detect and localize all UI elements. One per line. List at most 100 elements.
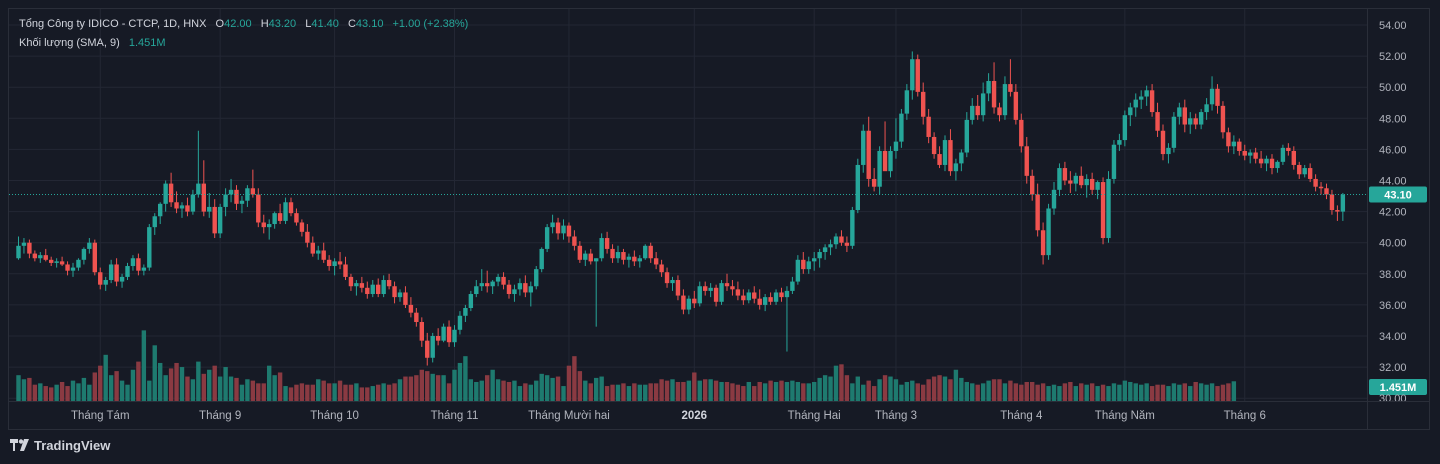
- tradingview-logo-icon: [10, 439, 30, 454]
- candle-body: [348, 276, 354, 287]
- symbol-title[interactable]: Tổng Công ty IDICO - CTCP, 1D, HNX: [19, 18, 207, 30]
- candle-body: [757, 298, 762, 305]
- volume-bar: [801, 383, 806, 401]
- volume-bar: [168, 368, 174, 401]
- candle-body: [980, 93, 986, 116]
- volume-bar: [27, 377, 32, 401]
- volume-bar: [790, 380, 795, 401]
- candle-body: [675, 280, 681, 296]
- volume-bar: [784, 381, 790, 401]
- price-chart[interactable]: 43.10 1.451M 54.00 52.00 50.00 48.00 46.00 44.…: [9, 9, 1429, 429]
- y-tick-label: 30.00: [1379, 393, 1407, 405]
- candle-body: [692, 298, 697, 304]
- axes: 54.00 52.00 50.00 48.00 46.00 44.00 42.00 40.00…: [9, 9, 1429, 429]
- volume-bar: [38, 383, 43, 401]
- volume-bar: [866, 380, 871, 401]
- candle-body: [812, 258, 817, 262]
- candle-body: [953, 163, 959, 172]
- candle-body: [190, 194, 196, 212]
- volume-bar: [108, 375, 114, 401]
- candle-body: [185, 205, 190, 212]
- volume-bar: [119, 380, 125, 401]
- volume-bar: [316, 379, 321, 401]
- y-tick-label: 34.00: [1379, 331, 1407, 343]
- volume-bar: [626, 386, 632, 401]
- volume-bar: [850, 383, 855, 401]
- volume-bar: [1182, 383, 1187, 401]
- candle-body: [228, 189, 234, 195]
- volume-bar: [299, 383, 305, 401]
- volume-bar: [1068, 381, 1073, 401]
- candle-body: [1188, 118, 1193, 125]
- high-label: H: [260, 18, 269, 30]
- volume-bar: [893, 379, 899, 401]
- candle-body: [1106, 178, 1111, 239]
- volume-bar: [288, 387, 294, 401]
- volume-bar: [59, 381, 65, 401]
- volume-bar: [959, 377, 964, 401]
- volume-bar: [463, 356, 468, 401]
- volume-legend[interactable]: Khối lượng (SMA, 9) 1.451M: [19, 37, 168, 49]
- candle-body: [359, 283, 365, 288]
- volume-bar: [697, 380, 702, 401]
- candle-body: [441, 326, 446, 341]
- candle-body: [294, 213, 299, 223]
- last-price-badge: [1369, 186, 1427, 203]
- volume-bar: [692, 372, 697, 401]
- candle-body: [1324, 188, 1329, 195]
- volume-bar: [1204, 384, 1209, 401]
- volume-bar: [190, 379, 196, 401]
- volume-bar: [392, 383, 397, 401]
- candle-body: [1291, 150, 1296, 165]
- candle-body: [921, 91, 926, 117]
- volume-bar: [337, 380, 343, 401]
- volume-indicator-label[interactable]: Khối lượng (SMA, 9): [19, 37, 120, 49]
- volume-bar: [735, 384, 741, 401]
- x-tick-label: 2026: [682, 410, 708, 422]
- candle-body: [599, 238, 604, 259]
- candle-body: [419, 322, 424, 341]
- candle-body: [337, 261, 343, 265]
- volume-bar: [1149, 386, 1155, 401]
- volume-bar: [485, 375, 490, 401]
- candle-body: [648, 245, 653, 259]
- tradingview-branding[interactable]: TradingView: [10, 438, 110, 454]
- volume-bar: [305, 384, 310, 401]
- candle-body: [1002, 84, 1008, 116]
- volume-bar: [1160, 384, 1166, 401]
- candle-body: [1122, 115, 1128, 141]
- candle-body: [730, 286, 735, 290]
- candle-body: [855, 164, 860, 211]
- volume-bar: [921, 384, 926, 401]
- candle-body: [1329, 194, 1335, 211]
- volume-bar: [948, 379, 953, 401]
- candle-body: [463, 308, 468, 316]
- volume-bar: [653, 383, 659, 401]
- x-tick-label: Tháng 3: [875, 410, 917, 422]
- candle-body: [114, 264, 119, 282]
- y-tick-label: 38.00: [1379, 269, 1407, 281]
- candle-body: [501, 276, 506, 285]
- chart-panel[interactable]: 43.10 1.451M 54.00 52.00 50.00 48.00 46.00 44.…: [8, 8, 1430, 430]
- x-tick-label: Tháng Mười hai: [528, 410, 610, 422]
- volume-bar: [103, 354, 108, 401]
- volume-bar: [915, 383, 920, 401]
- volume-bar: [130, 369, 136, 401]
- candle-body: [1340, 194, 1346, 212]
- candle-body: [179, 205, 185, 209]
- volume-bar: [991, 379, 997, 401]
- candle-body: [130, 258, 136, 267]
- volume-bar: [839, 364, 844, 401]
- candle-body: [975, 105, 980, 116]
- candle-body: [168, 183, 174, 203]
- candle-body: [152, 216, 157, 228]
- candle-body: [217, 206, 223, 234]
- volume-bar: [779, 380, 784, 401]
- volume-bar: [1117, 384, 1122, 401]
- volume-bar: [163, 375, 168, 401]
- candle-body: [833, 236, 839, 245]
- volume-bar: [141, 330, 147, 401]
- candle-body: [1286, 147, 1291, 151]
- volume-bar: [277, 372, 283, 401]
- symbol-legend[interactable]: Tổng Công ty IDICO - CTCP, 1D, HNX O42.0…: [19, 18, 470, 30]
